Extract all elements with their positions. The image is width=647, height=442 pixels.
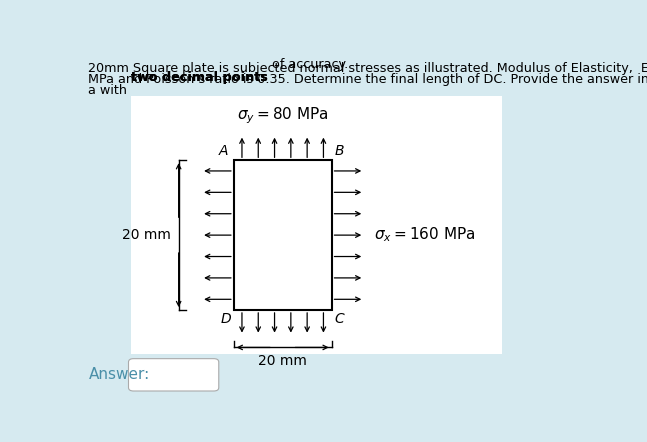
Text: Answer:: Answer: [89,367,149,382]
Text: B: B [334,144,344,157]
Text: 20mm Square plate is subjected normal stresses as illustrated. Modulus of Elasti: 20mm Square plate is subjected normal st… [89,61,647,75]
Text: a with: a with [89,84,131,97]
Text: of accuracy.: of accuracy. [268,58,348,71]
Text: $\sigma_y = 80\ \mathrm{MPa}$: $\sigma_y = 80\ \mathrm{MPa}$ [237,106,329,126]
Text: 20 mm: 20 mm [258,354,307,368]
Text: two decimal points: two decimal points [131,71,268,84]
Text: $\sigma_x = 160\ \mathrm{MPa}$: $\sigma_x = 160\ \mathrm{MPa}$ [374,226,476,244]
Text: C: C [334,312,344,326]
Text: 20 mm: 20 mm [122,228,171,242]
Text: D: D [221,312,231,326]
FancyBboxPatch shape [129,358,219,391]
Text: MPa and Poisson’s ratio is 0.35. Determine the final length of DC. Provide the a: MPa and Poisson’s ratio is 0.35. Determi… [89,73,647,86]
Text: A: A [219,144,228,157]
Bar [131,95,502,354]
Bar [234,160,332,310]
Text: two decimal points: two decimal points [131,71,268,84]
